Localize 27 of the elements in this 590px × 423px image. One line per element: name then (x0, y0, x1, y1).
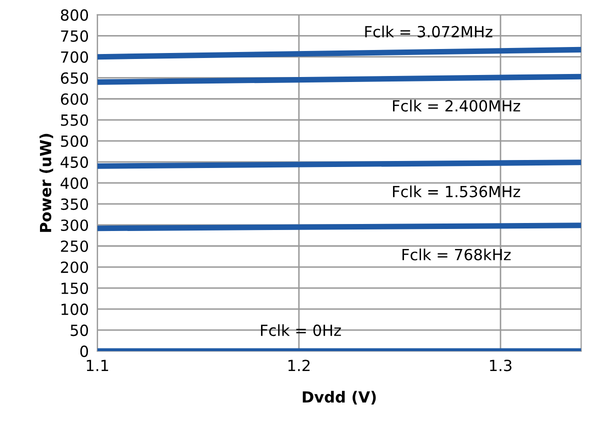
y-tick-label: 500 (61, 135, 88, 147)
x-axis-title: Dvdd (V) (302, 390, 376, 404)
y-tick-label: 300 (61, 219, 88, 232)
y-tick-label: 550 (61, 114, 88, 126)
y-tick-label: 600 (60, 93, 88, 105)
y-tick-label: 250 (60, 240, 88, 252)
y-axis-title: Power (uW) (40, 134, 54, 232)
y-tick-label: 650 (60, 72, 88, 84)
y-tick-label: 400 (60, 177, 88, 189)
series-label: Fclk = 2.400MHz (393, 100, 520, 112)
x-tick-label: 1.2 (288, 360, 310, 372)
y-tick-label: 200 (60, 261, 88, 274)
y-tick-label: 800 (60, 9, 88, 21)
series-label: Fclk = 1.536MHz (393, 186, 520, 198)
y-tick-label: 350 (61, 198, 88, 210)
y-tick-label: 700 (61, 51, 88, 63)
x-tick-label: 1.1 (86, 360, 108, 372)
x-tick-label: 1.3 (490, 360, 512, 372)
series-label: Fclk = 768kHz (402, 248, 511, 260)
y-tick-label: 750 (61, 30, 88, 42)
y-tick-label: 450 (60, 156, 88, 168)
y-tick-label: 50 (70, 324, 88, 336)
series-label: Fclk = 0Hz (261, 324, 341, 336)
y-tick-label: 0 (80, 346, 88, 358)
series-label: Fclk = 3.072MHz (365, 26, 492, 38)
y-tick-label: 150 (62, 282, 88, 294)
y-tick-label: 100 (62, 304, 88, 316)
